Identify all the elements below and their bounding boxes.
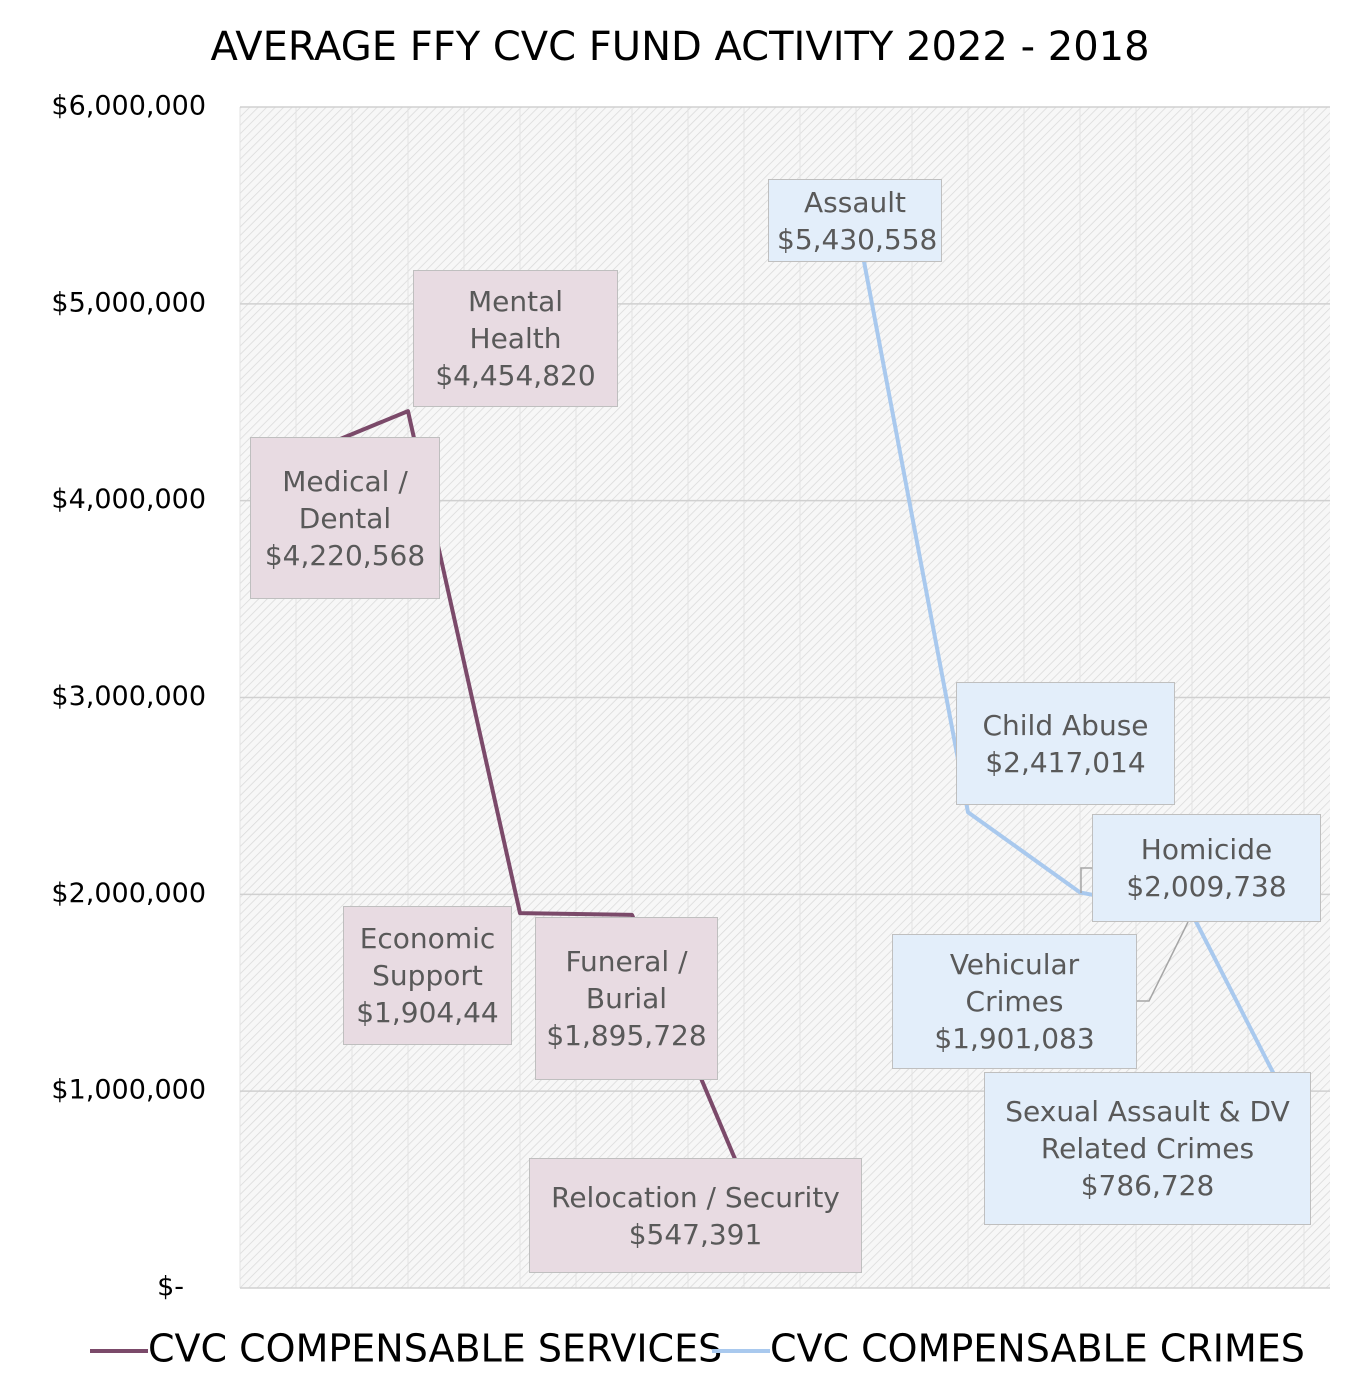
leader-line — [1137, 921, 1189, 1002]
y-tick-label: $5,000,000 — [51, 287, 206, 318]
data-label-value: $547,391 — [628, 1217, 763, 1251]
data-label: Economic Support $1,904,44 — [343, 906, 512, 1045]
y-tick-label: $3,000,000 — [51, 681, 206, 712]
data-label-value: $2,009,738 — [1126, 870, 1287, 903]
y-tick-label: $- — [157, 1272, 184, 1303]
data-label-value: $2,417,014 — [985, 745, 1146, 779]
data-label-value: $4,454,820 — [435, 359, 596, 392]
data-label-category: Assault — [804, 185, 906, 219]
data-label: Funeral / Burial $1,895,728 — [535, 917, 718, 1080]
data-label-category: Economic Support — [359, 922, 496, 992]
data-label: Sexual Assault & DV Related Crimes $786,7… — [984, 1072, 1311, 1225]
leader-line — [1080, 867, 1093, 893]
data-label-value: $1,895,728 — [546, 1019, 707, 1052]
data-label-value: $1,901,083 — [934, 1022, 1095, 1055]
data-label: Mental Health $4,454,820 — [413, 270, 618, 407]
y-tick-label: $6,000,000 — [51, 91, 206, 122]
data-label: Child Abuse $2,417,014 — [956, 682, 1175, 805]
data-label-value: $786,728 — [1080, 1169, 1215, 1202]
data-label: Relocation / Security $547,391 — [529, 1158, 862, 1273]
data-label-category: Child Abuse — [982, 708, 1149, 742]
y-tick-label: $4,000,000 — [51, 484, 206, 515]
legend-label: CVC COMPENSABLE SERVICES — [148, 1327, 722, 1371]
data-label: Vehicular Crimes $1,901,083 — [892, 934, 1137, 1069]
y-tick-label: $1,000,000 — [51, 1075, 206, 1106]
y-tick-label: $2,000,000 — [51, 878, 206, 909]
series-line — [854, 218, 1306, 1135]
data-label: Homicide $2,009,738 — [1092, 814, 1321, 922]
data-label-category: Funeral / Burial — [565, 945, 688, 1015]
data-label-value: $1,904,44 — [356, 996, 499, 1029]
data-label: Assault $5,430,558 — [768, 179, 942, 262]
data-label-category: Sexual Assault & DV Related Crimes — [1005, 1095, 1290, 1165]
legend-label: CVC COMPENSABLE CRIMES — [770, 1327, 1305, 1371]
data-label-value: $4,220,568 — [264, 538, 426, 572]
data-label-category: Relocation / Security — [551, 1180, 840, 1214]
data-label-category: Vehicular Crimes — [949, 948, 1080, 1018]
data-label-category: Mental Health — [467, 285, 564, 355]
data-label-value: $5,430,558 — [777, 222, 938, 256]
data-label-category: Homicide — [1140, 833, 1273, 866]
data-label-category: Medical / Dental — [282, 464, 408, 535]
data-label: Medical / Dental $4,220,568 — [250, 437, 440, 599]
chart-title: AVERAGE FFY CVC FUND ACTIVITY 2022 - 201… — [210, 24, 1149, 70]
